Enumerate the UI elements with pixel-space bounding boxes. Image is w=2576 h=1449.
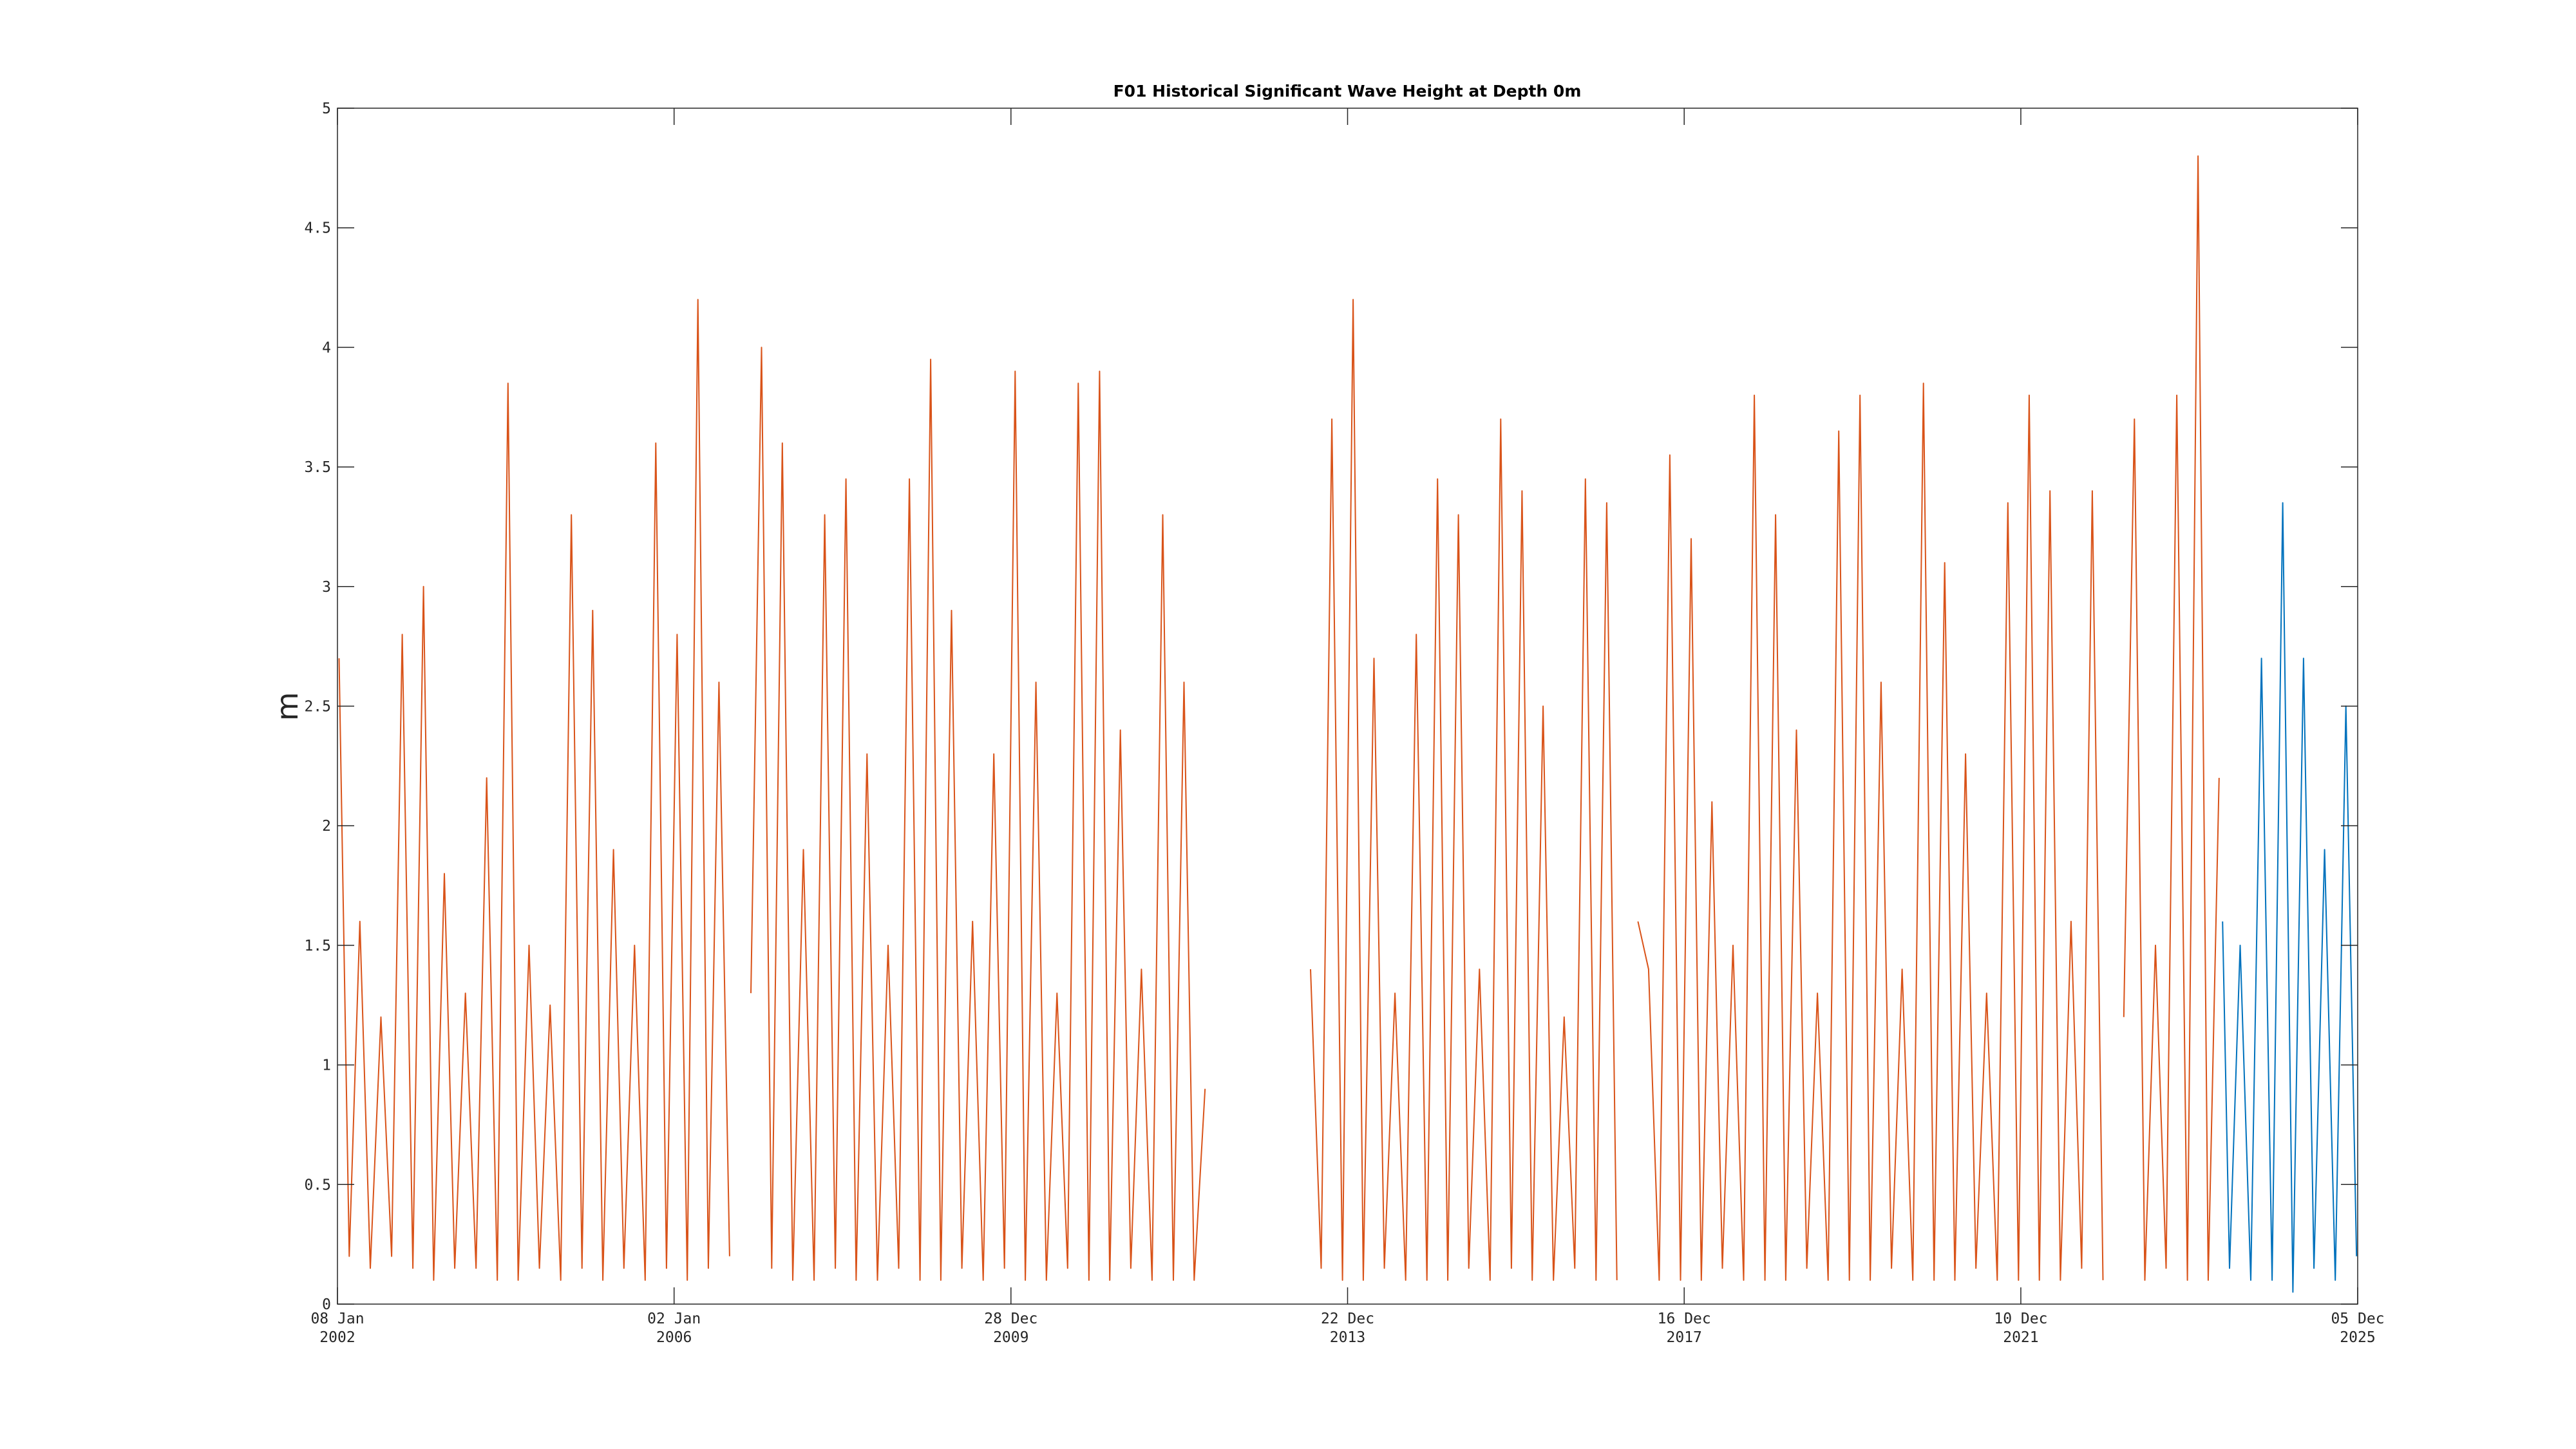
y-tick-label: 4.5 — [304, 220, 331, 237]
y-axis-label: m — [270, 692, 305, 721]
x-tick-label: 16 Dec — [1658, 1311, 1711, 1327]
x-tick-label: 2017 — [1667, 1329, 1702, 1346]
y-tick-label: 1 — [322, 1057, 331, 1074]
x-tick-label: 02 Jan — [647, 1311, 701, 1327]
y-tick-label: 3 — [322, 579, 331, 596]
x-tick-label: 2025 — [2340, 1329, 2375, 1346]
y-tick-label: 2.5 — [304, 699, 331, 715]
x-tick-label: 22 Dec — [1321, 1311, 1374, 1327]
y-tick-label: 4 — [322, 339, 331, 356]
y-tick-label: 2 — [322, 818, 331, 835]
x-tick-label: 2002 — [319, 1329, 355, 1346]
x-tick-label: 2009 — [993, 1329, 1028, 1346]
y-tick-label: 1.5 — [304, 938, 331, 954]
x-tick-label: 08 Jan — [310, 1311, 364, 1327]
y-tick-label: 3.5 — [304, 459, 331, 476]
x-tick-label: 2013 — [1330, 1329, 1365, 1346]
data-line — [338, 155, 2220, 1281]
x-tick-label: 2021 — [2003, 1329, 2038, 1346]
x-tick-label: 05 Dec — [2331, 1311, 2384, 1327]
y-tick-label: 5 — [322, 100, 331, 117]
y-tick-label: 0.5 — [304, 1177, 331, 1193]
data-line — [2222, 502, 2358, 1293]
x-tick-label: 2006 — [656, 1329, 692, 1346]
x-tick-label: 28 Dec — [984, 1311, 1037, 1327]
x-tick-label: 10 Dec — [1994, 1311, 2047, 1327]
y-tick-label: 0 — [322, 1296, 331, 1313]
chart-title: F01 Historical Significant Wave Height a… — [1113, 82, 1582, 100]
